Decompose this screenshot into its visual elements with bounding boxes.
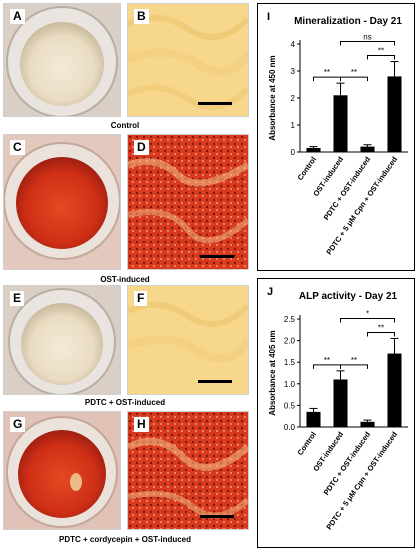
bar-2 <box>360 421 375 427</box>
bar-3 <box>387 353 402 427</box>
y-tick-label: 1.5 <box>284 358 296 367</box>
chart-panel-i: I Mineralization - Day 21 Absorbance at 45… <box>257 3 415 271</box>
significance-bracket-2 <box>367 331 395 337</box>
y-tick-label: 1 <box>291 121 296 130</box>
panel-label: A <box>10 9 25 24</box>
scale-bar <box>200 515 234 518</box>
well-control-image <box>4 4 120 116</box>
y-tick-label: 0.0 <box>284 423 296 432</box>
significance-bracket-1 <box>340 76 368 82</box>
y-tick-label: 3 <box>291 67 296 76</box>
panel-b-micrograph: B <box>127 3 249 117</box>
panel-label: I <box>267 11 270 23</box>
micrograph-pdtc-cordycepin-image <box>128 412 248 529</box>
panel-label: F <box>134 291 148 306</box>
x-tick-label-0: Control <box>295 430 318 457</box>
panel-d-micrograph: D <box>127 134 249 270</box>
panel-e-well-photo: E <box>3 285 121 395</box>
micrograph-pdtc-image <box>128 286 248 394</box>
scale-bar <box>200 255 234 258</box>
panel-c-well-photo: C <box>3 134 121 270</box>
mineralization-chart: I Mineralization - Day 21 Absorbance at 45… <box>267 11 408 256</box>
panel-g-well-photo: G <box>3 411 121 530</box>
panel-label: B <box>134 9 149 24</box>
caption-pdtc-cordycepin-ost: PDTC + cordycepin + OST-induced <box>58 535 192 544</box>
well-pdtc-image <box>4 286 120 394</box>
bar-3 <box>387 76 402 152</box>
significance-label-2: ** <box>378 47 384 56</box>
y-tick-label: 1.0 <box>284 380 296 389</box>
y-tick-label: 0.5 <box>284 401 296 410</box>
y-axis-label: Absorbance at 450 nm <box>268 55 277 140</box>
micrograph-control-image <box>128 4 248 116</box>
chart-title: Mineralization - Day 21 <box>294 16 402 27</box>
x-tick-label-2: PDTC + OST-induced <box>322 155 373 222</box>
significance-bracket-2 <box>367 55 395 60</box>
significance-bracket-0 <box>313 364 341 369</box>
well-pdtc-cordycepin-image <box>4 412 120 529</box>
chart-panel-j: J ALP activity - Day 21 Absorbance at 405 … <box>257 278 415 548</box>
panel-label: G <box>10 417 26 432</box>
y-tick-label: 2 <box>291 94 296 103</box>
scale-bar <box>198 380 232 383</box>
bar-2 <box>360 146 375 152</box>
panel-label: J <box>267 286 273 298</box>
well-ost-image <box>4 135 120 269</box>
significance-label-3: ns <box>363 33 371 42</box>
panel-label: C <box>10 140 25 155</box>
significance-bracket-3 <box>340 41 395 46</box>
significance-label-1: ** <box>351 356 357 365</box>
significance-bracket-3 <box>340 317 395 323</box>
caption-control: Control <box>110 121 140 130</box>
micrograph-ost-image <box>128 135 248 269</box>
panel-h-micrograph: H <box>127 411 249 530</box>
y-tick-label: 2.5 <box>284 315 296 324</box>
y-tick-label: 2.0 <box>284 337 296 346</box>
caption-pdtc-ost: PDTC + OST-induced <box>84 398 166 407</box>
panel-label: D <box>134 140 149 155</box>
significance-label-0: ** <box>324 68 330 77</box>
scale-bar <box>198 102 232 105</box>
caption-ost-induced: OST-induced <box>100 275 150 284</box>
significance-bracket-1 <box>340 364 368 369</box>
panel-label: E <box>10 291 25 306</box>
significance-label-2: ** <box>378 323 384 332</box>
y-axis-label: Absorbance at 405 nm <box>268 330 277 415</box>
bar-0 <box>306 411 321 427</box>
chart-title: ALP activity - Day 21 <box>299 291 398 302</box>
bar-0 <box>306 147 321 152</box>
bar-1 <box>333 379 348 427</box>
panel-a-well-photo: A <box>3 3 121 117</box>
panel-f-micrograph: F <box>127 285 249 395</box>
alp-activity-chart: J ALP activity - Day 21 Absorbance at 405 … <box>267 286 408 531</box>
x-tick-label-2: PDTC + OST-induced <box>322 430 373 497</box>
y-tick-label: 0 <box>291 148 296 157</box>
bar-1 <box>333 95 348 152</box>
significance-label-0: ** <box>324 356 330 365</box>
significance-bracket-0 <box>313 76 341 82</box>
y-tick-label: 4 <box>291 40 296 49</box>
panel-label: H <box>134 417 149 432</box>
significance-label-1: ** <box>351 68 357 77</box>
x-tick-label-0: Control <box>295 155 318 182</box>
significance-label-3: * <box>366 309 369 318</box>
